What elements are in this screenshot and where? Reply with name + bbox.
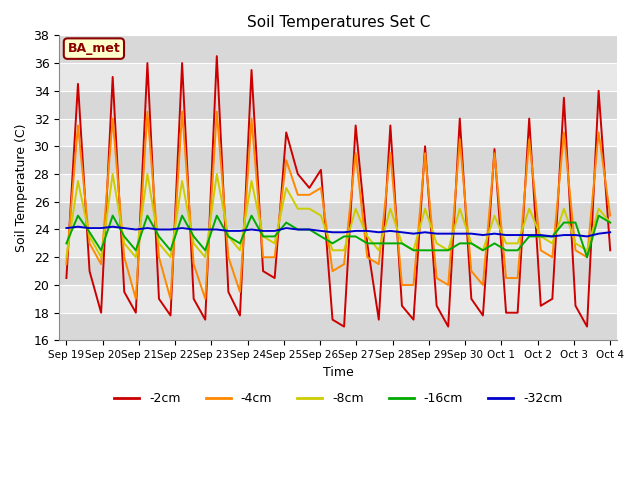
Bar — [59, 202, 618, 229]
Title: Soil Temperatures Set C: Soil Temperatures Set C — [246, 15, 430, 30]
Bar — [59, 312, 618, 340]
Legend: -2cm, -4cm, -8cm, -16cm, -32cm: -2cm, -4cm, -8cm, -16cm, -32cm — [109, 387, 568, 410]
Text: BA_met: BA_met — [68, 42, 120, 55]
Bar — [59, 36, 618, 63]
X-axis label: Time: Time — [323, 366, 354, 379]
Y-axis label: Soil Temperature (C): Soil Temperature (C) — [15, 124, 28, 252]
Bar — [59, 146, 618, 174]
Bar — [59, 257, 618, 285]
Bar — [59, 91, 618, 119]
